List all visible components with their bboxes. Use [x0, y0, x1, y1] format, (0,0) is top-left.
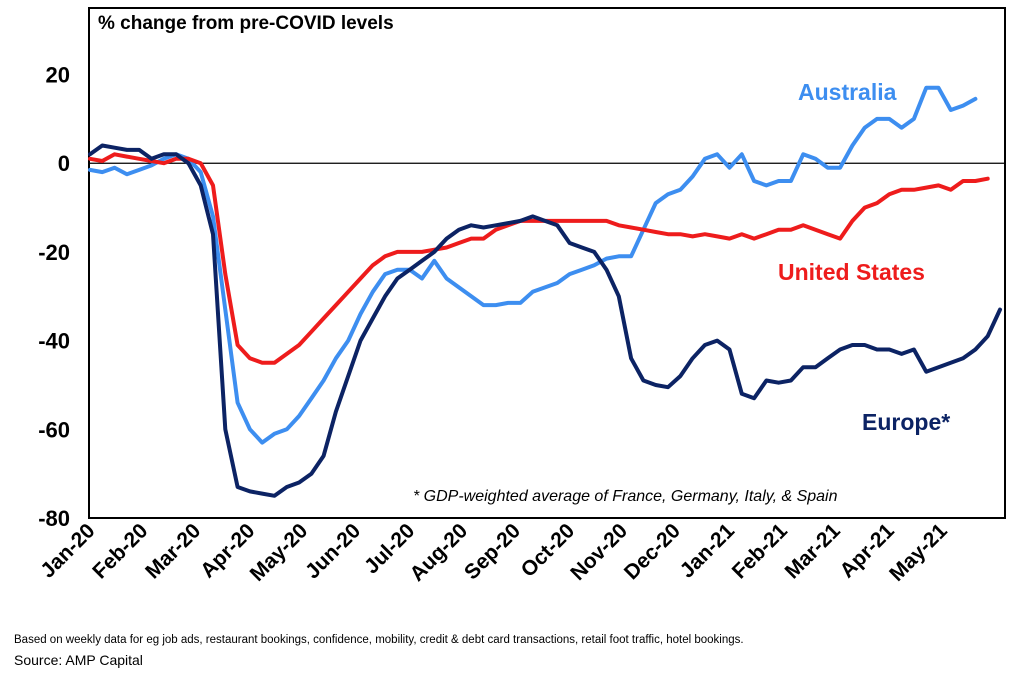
series-line-united-states: [88, 152, 990, 365]
x-tick-label: Jan-21: [676, 519, 740, 583]
chart: % change from pre-COVID levels 20 0 -20 -40…: [36, 7, 1006, 586]
source-text: Source: AMP Capital: [14, 652, 143, 668]
y-tick-label: -80: [38, 506, 70, 531]
x-axis: Jan-20Feb-20Mar-20Apr-20May-20Jun-20Jul-…: [36, 519, 952, 586]
x-tick-label: Aug-20: [406, 519, 473, 586]
y-tick-label: 0: [58, 151, 70, 176]
x-tick-label: Mar-21: [781, 519, 845, 583]
plot-frame: [88, 7, 1006, 519]
series-label-europe: Europe*: [862, 409, 950, 435]
x-tick-label: Feb-20: [88, 519, 152, 583]
chart-annotation: * GDP-weighted average of France, German…: [413, 488, 838, 505]
x-tick-label: Mar-20: [141, 519, 205, 583]
chart-title: % change from pre-COVID levels: [98, 13, 394, 34]
y-tick-label: 20: [46, 63, 70, 88]
x-tick-label: Nov-20: [566, 519, 632, 585]
series-group: [88, 85, 1002, 498]
x-tick-label: Dec-20: [620, 519, 685, 584]
footnote: Based on weekly data for eg job ads, res…: [14, 634, 744, 646]
x-tick-label: Jun-20: [301, 519, 365, 583]
y-tick-label: -60: [38, 417, 70, 442]
y-tick-label: -40: [38, 329, 70, 354]
series-label-australia: Australia: [798, 79, 897, 105]
series-line-europe: [88, 143, 1002, 498]
series-label-united-states: United States: [778, 259, 925, 285]
series-line-australia: [88, 85, 978, 445]
y-axis: 20 0 -20 -40 -60 -80: [38, 63, 70, 531]
x-tick-label: Feb-21: [728, 519, 792, 583]
y-tick-label: -20: [38, 240, 70, 265]
x-tick-label: Sep-20: [460, 519, 525, 584]
x-tick-label: May-21: [885, 519, 952, 586]
x-tick-label: May-20: [246, 519, 313, 586]
